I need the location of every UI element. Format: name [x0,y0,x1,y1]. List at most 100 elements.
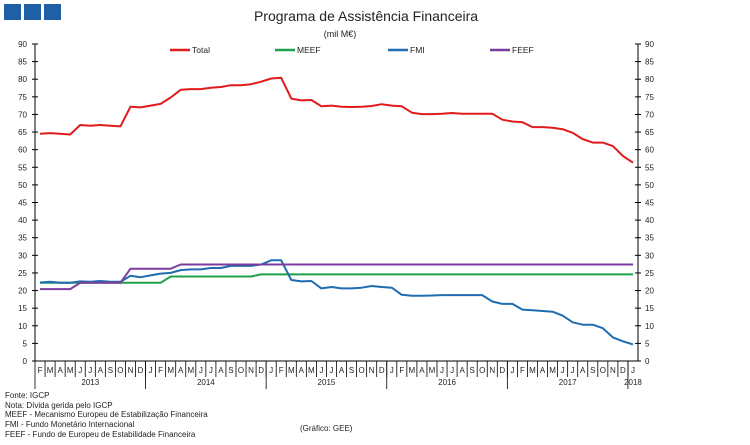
y-tick-label: 70 [18,110,27,119]
footer-note: FEEF - Fundo de Europeu de Estabilidade … [5,430,196,439]
x-month-label: A [419,366,425,375]
x-month-label: S [470,366,475,375]
x-month-label: M [529,366,536,375]
x-month-label: S [349,366,354,375]
x-month-label: J [269,366,273,375]
x-month-label: J [440,366,444,375]
x-month-label: S [228,366,233,375]
x-month-label: F [520,366,525,375]
x-month-label: J [88,366,92,375]
x-month-label: A [339,366,345,375]
x-month-label: A [459,366,465,375]
y-tick-label: 40 [645,216,654,225]
x-month-label: M [549,366,556,375]
logo-block [4,4,21,20]
series-line-total [39,76,634,164]
x-month-label: O [479,366,485,375]
x-month-label: M [187,366,194,375]
x-month-label: J [561,366,565,375]
series-line-fmi [39,259,634,346]
y-tick-label: 5 [645,339,650,348]
y-tick-label: 75 [645,93,654,102]
y-tick-label: 90 [645,40,654,49]
x-month-label: J [450,366,454,375]
x-month-label: J [149,366,153,375]
x-month-label: M [288,366,295,375]
x-month-label: N [610,366,616,375]
x-month-label: M [67,366,74,375]
x-month-label: F [158,366,163,375]
legend-label-fmi: FMI [410,45,425,55]
x-month-label: J [319,366,323,375]
chart-credit: (Gráfico: GEE) [300,424,353,433]
y-tick-label: 10 [18,322,27,331]
x-month-label: O [359,366,365,375]
x-month-label: F [399,366,404,375]
y-tick-label: 45 [645,199,654,208]
x-month-label: F [279,366,284,375]
y-tick-label: 65 [18,128,27,137]
x-month-label: M [47,366,54,375]
y-tick-label: 65 [645,128,654,137]
y-tick-label: 10 [645,322,654,331]
x-month-label: A [299,366,305,375]
y-tick-label: 30 [18,251,27,260]
y-tick-label: 90 [18,40,27,49]
x-month-label: A [57,366,63,375]
x-month-label: D [138,366,144,375]
x-month-label: D [258,366,264,375]
y-tick-label: 85 [645,58,654,67]
y-tick-label: 80 [18,75,27,84]
y-tick-label: 25 [18,269,27,278]
y-tick-label: 45 [18,199,27,208]
y-tick-label: 40 [18,216,27,225]
x-month-label: D [620,366,626,375]
y-tick-label: 30 [645,251,654,260]
x-month-label: O [117,366,123,375]
legend-label-meef: MEEF [297,45,321,55]
x-month-label: J [209,366,213,375]
series-line-feef [40,263,633,291]
y-tick-label: 75 [18,93,27,102]
x-month-label: J [329,366,333,375]
x-month-label: O [600,366,606,375]
footer-note: Nota: Dívida gerida pelo IGCP [5,401,113,410]
y-tick-label: 70 [645,110,654,119]
x-month-label: S [108,366,113,375]
x-month-label: J [78,366,82,375]
x-month-label: A [540,366,546,375]
series-line-meef [40,273,633,284]
footer-note: Fonte: IGCP [5,391,50,400]
y-tick-label: 35 [18,234,27,243]
y-tick-label: 5 [23,339,28,348]
x-month-label: N [369,366,375,375]
x-year-label: 2013 [81,378,99,387]
x-year-label: 2018 [624,378,642,387]
x-month-label: M [167,366,174,375]
x-month-label: F [38,366,43,375]
y-tick-label: 60 [18,146,27,155]
legend-label-feef: FEEF [512,45,534,55]
y-tick-label: 0 [645,357,650,366]
x-year-label: 2015 [318,378,336,387]
x-month-label: J [510,366,514,375]
x-month-label: J [571,366,575,375]
x-year-label: 2016 [438,378,456,387]
x-month-label: S [590,366,595,375]
footer-note: FMI - Fundo Monetário Internacional [5,420,135,429]
y-tick-label: 20 [645,287,654,296]
x-month-label: M [429,366,436,375]
logo-block [44,4,61,20]
logo-block [24,4,41,20]
x-month-label: N [248,366,254,375]
x-month-label: J [390,366,394,375]
x-month-label: A [218,366,224,375]
x-year-label: 2014 [197,378,215,387]
footer-note: MEEF - Mecanismo Europeu de Estabilizaçã… [5,410,208,419]
x-month-label: N [489,366,495,375]
y-tick-label: 35 [645,234,654,243]
legend-label-total: Total [192,45,210,55]
x-month-label: M [409,366,416,375]
